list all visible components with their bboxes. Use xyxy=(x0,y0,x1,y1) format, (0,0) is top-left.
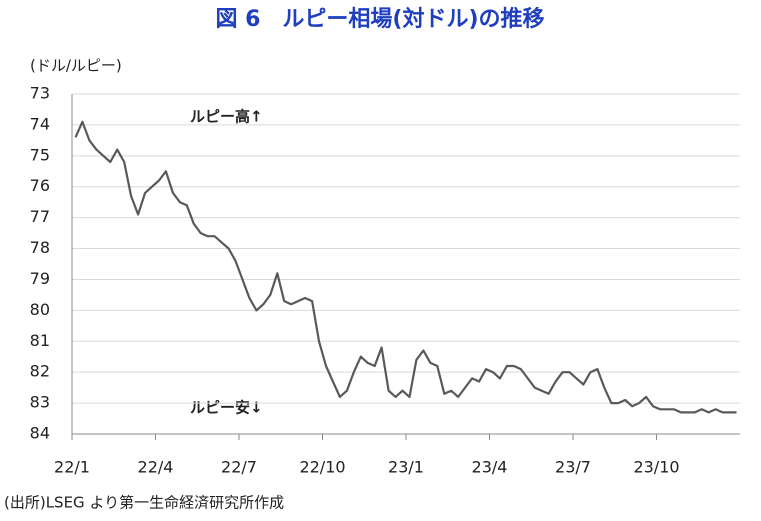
source-note: (出所)LSEG より第一生命経済研究所作成 xyxy=(4,494,284,512)
y-tick-label: 82 xyxy=(30,362,50,381)
x-tick-label: 23/4 xyxy=(472,458,508,477)
y-tick-label: 77 xyxy=(30,207,50,226)
annotation: ルピー安↓ xyxy=(190,399,263,417)
x-tick-label: 22/7 xyxy=(221,458,257,477)
y-tick-label: 74 xyxy=(30,114,50,133)
y-axis-label: (ドル/ルピー) xyxy=(30,57,122,75)
annotation: ルピー高↑ xyxy=(190,108,263,126)
x-tick-label: 22/10 xyxy=(299,458,345,477)
x-tick-label: 23/1 xyxy=(388,458,424,477)
x-tick-label: 23/10 xyxy=(633,458,679,477)
y-tick-label: 73 xyxy=(30,84,50,103)
y-tick-label: 75 xyxy=(30,145,50,164)
chart-title: 図 6 ルピー相場(対ドル)の推移 xyxy=(215,6,544,32)
data-line xyxy=(74,120,737,414)
y-tick-label: 79 xyxy=(30,269,50,288)
y-tick-label: 84 xyxy=(30,424,50,443)
x-tick-label: 22/4 xyxy=(138,458,174,477)
y-tick-label: 80 xyxy=(30,300,50,319)
x-tick-label: 23/7 xyxy=(555,458,591,477)
y-tick-label: 76 xyxy=(30,176,50,195)
y-tick-label: 83 xyxy=(30,393,50,412)
y-tick-label: 81 xyxy=(30,331,50,350)
x-tick-label: 22/1 xyxy=(54,458,90,477)
y-tick-label: 78 xyxy=(30,238,50,257)
